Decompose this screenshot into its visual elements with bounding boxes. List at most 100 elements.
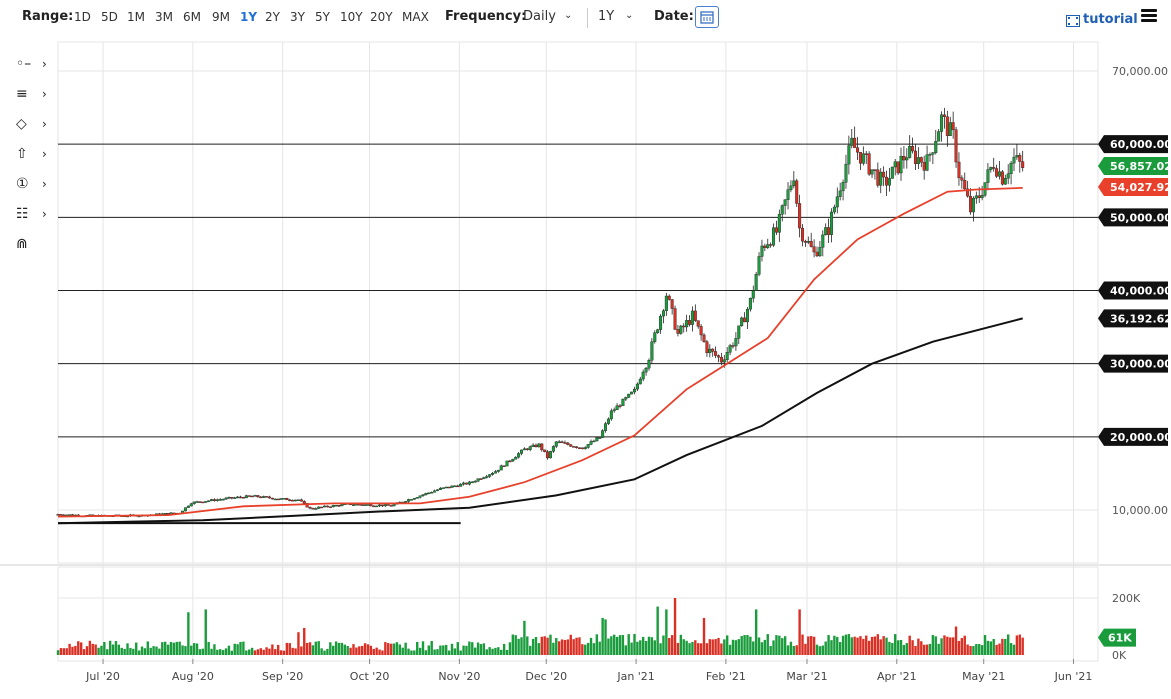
volume-bar[interactable]	[65, 648, 68, 655]
volume-bar[interactable]	[543, 636, 546, 655]
candle[interactable]	[856, 136, 860, 160]
candle[interactable]	[719, 352, 723, 366]
volume-bar[interactable]	[207, 641, 210, 655]
volume-bar[interactable]	[595, 634, 599, 655]
candle[interactable]	[624, 396, 628, 401]
range-button-1m[interactable]: 1M	[127, 10, 145, 24]
candle[interactable]	[433, 489, 437, 493]
candle[interactable]	[412, 498, 416, 500]
candle[interactable]	[986, 163, 990, 191]
volume-bar[interactable]	[517, 638, 520, 655]
volume-bar[interactable]	[786, 645, 790, 655]
candle[interactable]	[357, 504, 361, 506]
volume-bar[interactable]	[117, 644, 121, 655]
volume-bar[interactable]	[534, 636, 538, 655]
volume-bar[interactable]	[760, 642, 764, 655]
volume-bar[interactable]	[242, 641, 245, 655]
volume-bar[interactable]	[954, 626, 958, 656]
volume-bar[interactable]	[694, 640, 697, 655]
volume-bar[interactable]	[68, 643, 71, 655]
volume-bar[interactable]	[56, 650, 60, 655]
volume-bar[interactable]	[276, 644, 280, 655]
candle[interactable]	[491, 472, 495, 476]
candle[interactable]	[786, 182, 790, 210]
volume-bar[interactable]	[230, 650, 234, 655]
candle[interactable]	[314, 507, 318, 510]
candle[interactable]	[656, 328, 660, 334]
candle[interactable]	[117, 514, 121, 517]
volume-bar[interactable]	[126, 643, 129, 655]
volume-bar[interactable]	[137, 650, 141, 655]
volume-bar[interactable]	[500, 649, 503, 655]
candle[interactable]	[841, 179, 845, 201]
candle[interactable]	[496, 469, 500, 473]
candle[interactable]	[143, 514, 147, 517]
volume-bar[interactable]	[268, 648, 271, 655]
volume-bar[interactable]	[74, 645, 77, 655]
volume-bar[interactable]	[502, 643, 506, 655]
volume-bar[interactable]	[827, 635, 830, 655]
volume-bar[interactable]	[360, 645, 364, 655]
candle[interactable]	[844, 154, 848, 189]
volume-bar[interactable]	[998, 643, 1001, 655]
volume-bar[interactable]	[523, 620, 526, 655]
candle[interactable]	[221, 498, 225, 501]
candle[interactable]	[398, 501, 402, 504]
volume-bar[interactable]	[152, 646, 155, 655]
volume-bar[interactable]	[659, 643, 662, 655]
candle[interactable]	[82, 515, 86, 518]
chevron-right-icon[interactable]: ›	[42, 117, 47, 131]
candle[interactable]	[737, 325, 741, 345]
candle[interactable]	[835, 187, 839, 214]
volume-bar[interactable]	[601, 617, 604, 655]
volume-bar[interactable]	[224, 648, 228, 655]
candle[interactable]	[911, 137, 915, 154]
candle[interactable]	[908, 135, 912, 159]
candle[interactable]	[56, 513, 60, 516]
candle[interactable]	[922, 155, 926, 180]
range-button-max[interactable]: MAX	[402, 10, 429, 24]
volume-bar[interactable]	[1021, 637, 1024, 655]
volume-bar[interactable]	[265, 647, 268, 655]
candle[interactable]	[320, 506, 324, 509]
candle[interactable]	[913, 144, 917, 170]
volume-bar[interactable]	[256, 649, 260, 655]
candle[interactable]	[702, 333, 706, 343]
candle[interactable]	[505, 460, 509, 467]
candle[interactable]	[977, 187, 981, 203]
candle[interactable]	[453, 485, 457, 488]
volume-bar[interactable]	[714, 639, 717, 655]
candle[interactable]	[821, 230, 825, 257]
shape-tool-tool[interactable]: ◇ ›	[14, 116, 54, 138]
candle[interactable]	[714, 346, 718, 359]
candle[interactable]	[204, 501, 208, 503]
volume-bar[interactable]	[195, 643, 199, 655]
candle[interactable]	[189, 502, 193, 507]
volume-bar[interactable]	[175, 641, 178, 655]
candle[interactable]	[218, 498, 222, 501]
volume-bar[interactable]	[129, 647, 132, 655]
candle[interactable]	[783, 199, 787, 215]
candle[interactable]	[270, 497, 274, 500]
candle[interactable]	[812, 239, 816, 258]
volume-bar[interactable]	[566, 639, 570, 655]
candle[interactable]	[945, 110, 949, 147]
candle[interactable]	[186, 505, 190, 509]
volume-bar[interactable]	[308, 642, 312, 655]
candle[interactable]	[1021, 150, 1025, 172]
chevron-down-icon[interactable]: ⌄	[564, 10, 573, 21]
volume-bar[interactable]	[392, 643, 396, 655]
volume-bar[interactable]	[161, 642, 164, 655]
volume-bar[interactable]	[149, 647, 152, 655]
volume-bar[interactable]	[650, 637, 654, 655]
volume-bar[interactable]	[749, 636, 752, 655]
volume-bar[interactable]	[471, 642, 474, 655]
candle[interactable]	[430, 491, 434, 494]
volume-bar[interactable]	[922, 644, 926, 655]
date-picker-button[interactable]	[695, 6, 719, 28]
candle[interactable]	[62, 514, 66, 517]
volume-bar[interactable]	[355, 647, 358, 655]
volume-bar[interactable]	[146, 641, 150, 655]
volume-bar[interactable]	[896, 640, 900, 655]
volume-bar[interactable]	[607, 638, 610, 655]
